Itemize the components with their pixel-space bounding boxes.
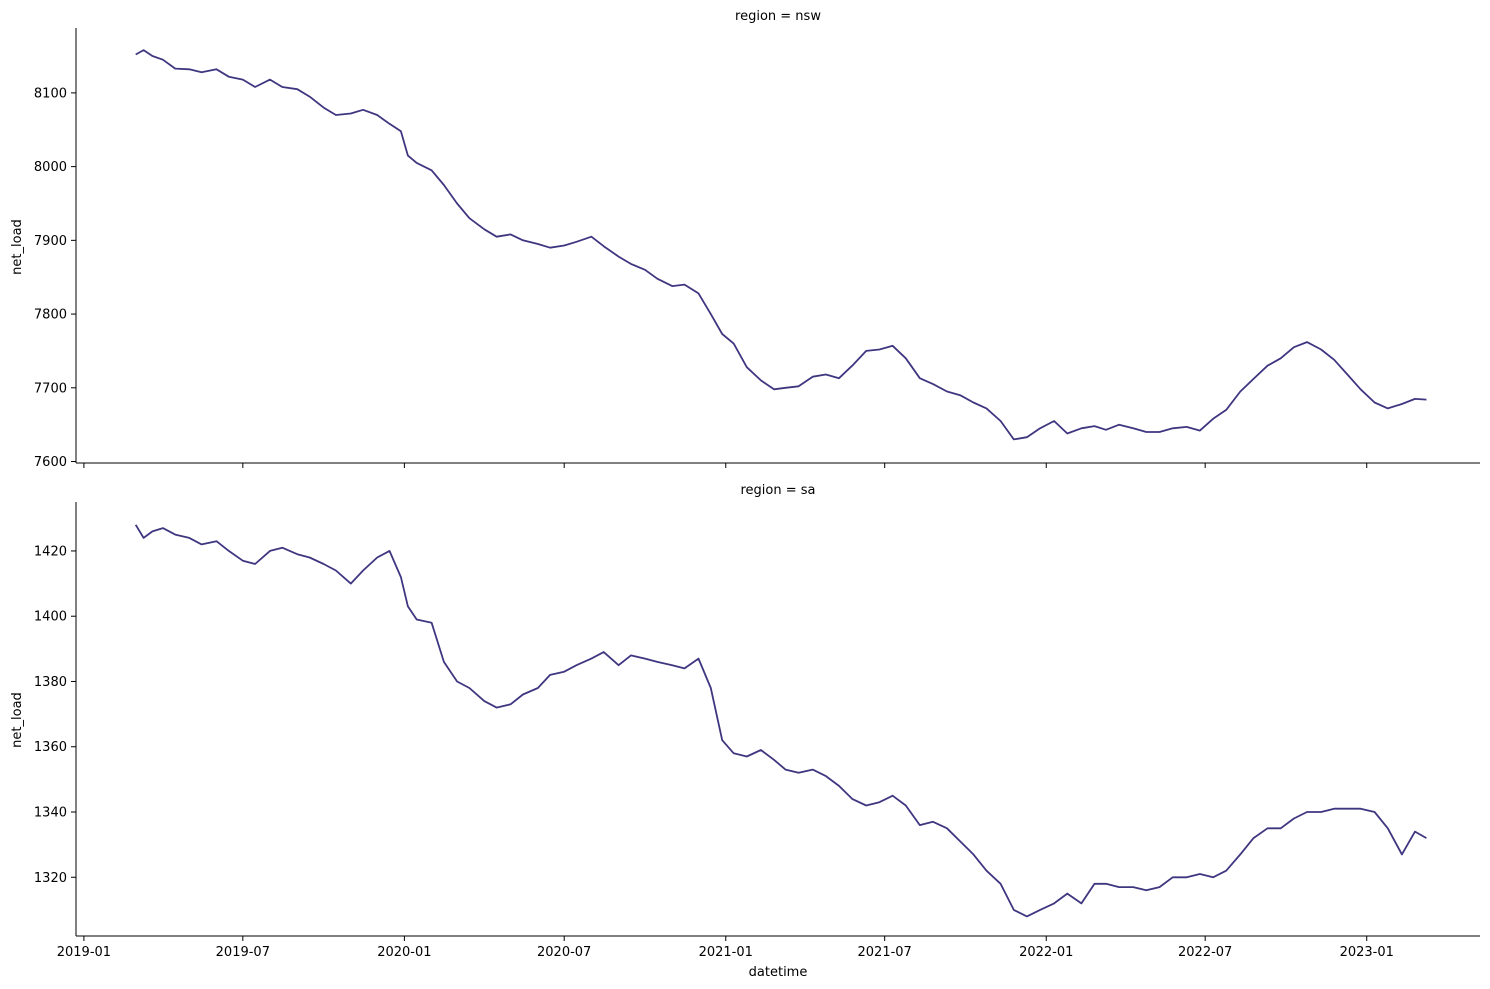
y-ticks: 1320 1340 1360 1380 1400 1420 — [34, 544, 76, 886]
y-tick-label: 1360 — [34, 740, 67, 755]
y-tick-label: 1400 — [34, 610, 67, 625]
y-tick-label: 7700 — [34, 381, 67, 396]
x-ticks — [83, 463, 1368, 468]
y-tick-label: 1340 — [34, 806, 67, 821]
y-ticks: 7600 7700 7800 7900 8000 8100 — [34, 86, 76, 470]
panel-sa: region = sa net_load 1320 1340 1360 1380 140… — [10, 483, 1480, 960]
x-tick-label: 2021-01 — [699, 945, 753, 960]
y-tick-label: 8000 — [34, 160, 67, 175]
panel-nsw: region = nsw net_load 7600 7700 7800 7900 80… — [10, 9, 1480, 470]
x-tick-label: 2019-07 — [216, 945, 270, 960]
x-tick-label: 2019-01 — [57, 945, 111, 960]
x-tick-label: 2022-01 — [1019, 945, 1073, 960]
x-axis-label: datetime — [749, 965, 808, 980]
y-tick-label: 7900 — [34, 234, 67, 249]
y-axis-label: net_load — [10, 692, 25, 748]
y-tick-label: 7600 — [34, 455, 67, 470]
x-tick-label: 2023-01 — [1340, 945, 1394, 960]
y-axis-label: net_load — [10, 219, 25, 275]
x-ticks: 2019-01 2019-07 2020-01 2020-07 2021-01 2021-… — [57, 936, 1394, 960]
y-tick-label: 1380 — [34, 675, 67, 690]
panel-title: region = nsw — [735, 9, 821, 24]
x-tick-label: 2022-07 — [1178, 945, 1232, 960]
y-tick-label: 7800 — [34, 308, 67, 323]
y-tick-label: 1420 — [34, 544, 67, 559]
panel-title: region = sa — [740, 483, 815, 498]
y-tick-label: 8100 — [34, 86, 67, 101]
x-tick-label: 2020-01 — [377, 945, 431, 960]
series-line — [134, 524, 1427, 918]
x-tick-label: 2020-07 — [537, 945, 591, 960]
series-line — [135, 49, 1427, 441]
y-tick-label: 1320 — [34, 871, 67, 886]
x-tick-label: 2021-07 — [858, 945, 912, 960]
